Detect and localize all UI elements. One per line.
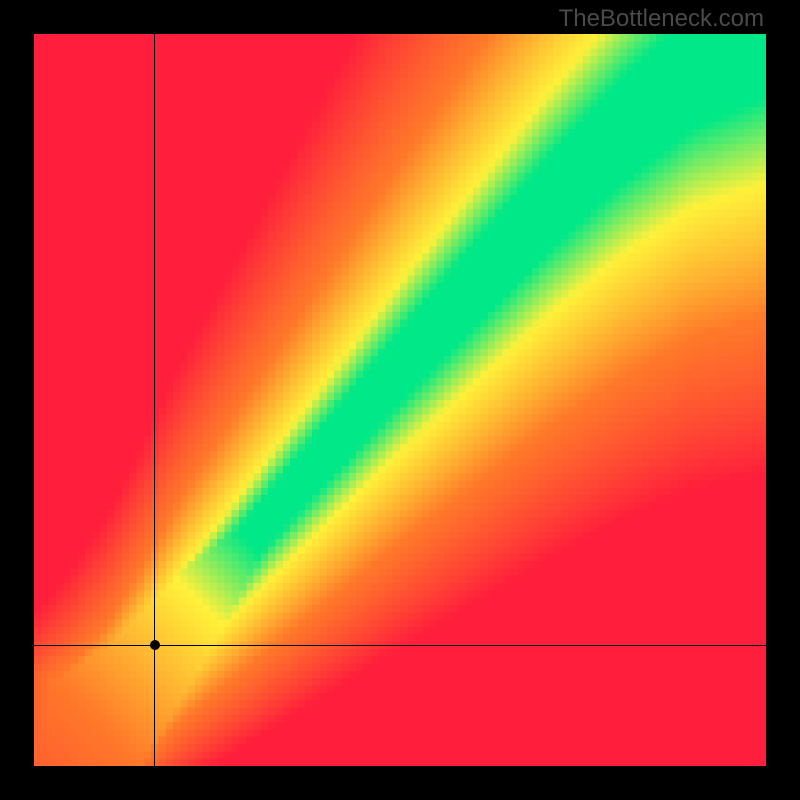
selection-point <box>150 640 160 650</box>
bottleneck-heatmap <box>34 34 766 766</box>
crosshair-horizontal-line <box>34 645 766 646</box>
watermark-text: TheBottleneck.com <box>559 5 764 33</box>
crosshair-vertical-line <box>154 34 155 766</box>
